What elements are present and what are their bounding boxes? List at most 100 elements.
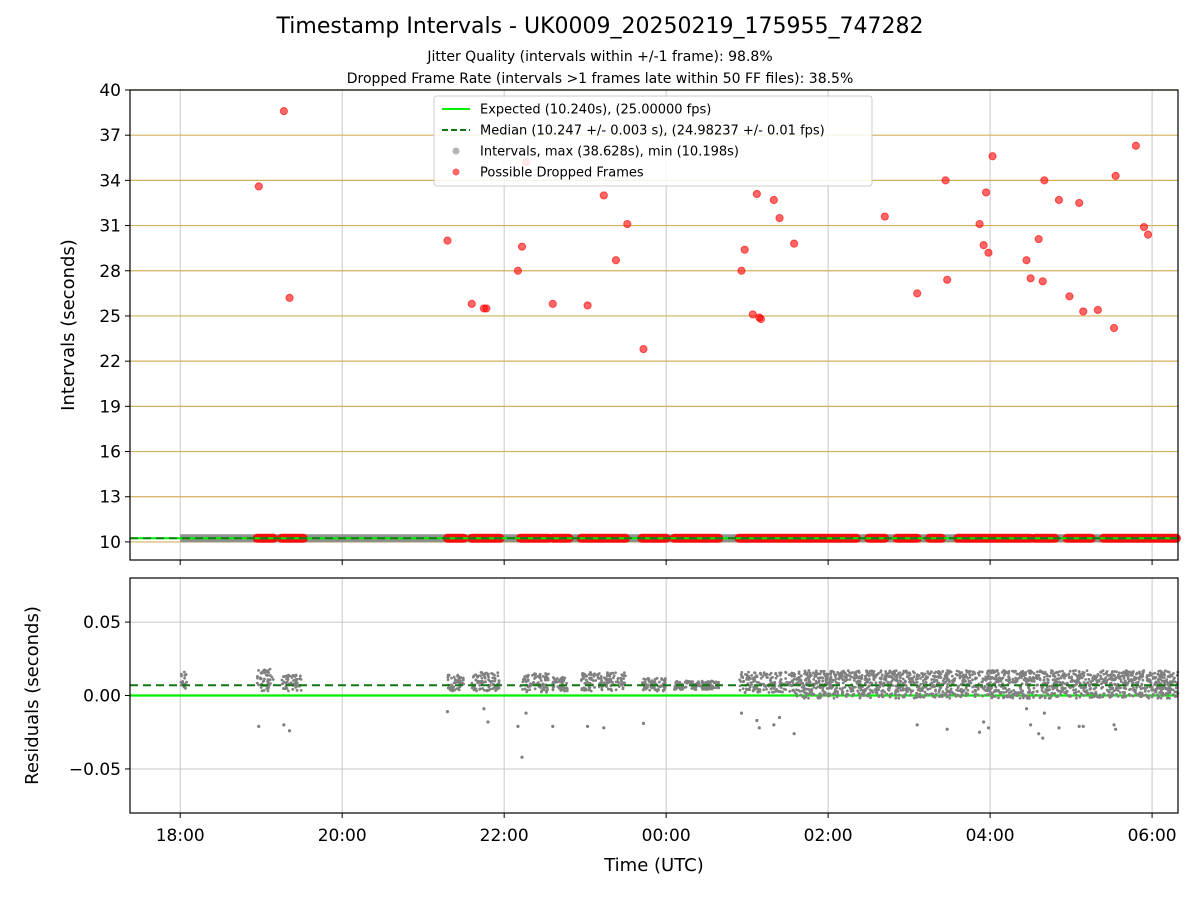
residual-point	[1082, 686, 1086, 690]
residual-point	[816, 681, 819, 685]
residual-point	[579, 679, 583, 682]
residual-point	[1144, 693, 1148, 697]
residual-point	[971, 678, 974, 682]
residual-point	[663, 680, 667, 683]
residual-point	[931, 692, 935, 696]
residual-point	[803, 669, 807, 673]
residual-point	[987, 674, 990, 677]
residual-outlier-point	[641, 721, 646, 726]
residual-point	[849, 687, 852, 691]
residual-point	[299, 688, 303, 692]
residual-point	[826, 675, 829, 679]
residual-point	[937, 676, 940, 679]
dropped-frame-point	[513, 266, 523, 275]
top-y-tick-label: 31	[99, 217, 121, 237]
residual-point	[805, 681, 809, 685]
residual-point	[908, 673, 912, 677]
residual-point	[841, 692, 844, 696]
residual-point	[996, 669, 999, 672]
residual-point	[181, 680, 185, 683]
residual-point	[1059, 676, 1063, 680]
dropped-frame-point	[517, 242, 527, 251]
residual-point	[1074, 669, 1077, 672]
residual-point	[494, 689, 497, 692]
residual-point	[925, 692, 929, 696]
residual-point	[935, 678, 939, 682]
residual-point	[884, 676, 888, 680]
residual-point	[602, 681, 606, 685]
residual-point	[622, 671, 626, 675]
residual-point	[1069, 694, 1073, 698]
residual-point	[298, 674, 302, 678]
residual-point	[546, 676, 550, 680]
residual-point	[989, 687, 993, 691]
residual-point	[837, 673, 841, 677]
residual-point	[840, 673, 844, 676]
residual-point	[1042, 678, 1046, 682]
residual-point	[1108, 673, 1111, 677]
residual-point	[949, 687, 953, 691]
residual-point	[472, 686, 476, 690]
residual-point	[986, 686, 990, 690]
residual-point	[879, 682, 883, 686]
residual-point	[479, 674, 482, 677]
residual-point	[1111, 686, 1115, 690]
residual-point	[1071, 685, 1075, 689]
residual-point	[762, 688, 766, 692]
residual-point	[868, 688, 872, 692]
top-y-tick-label: 28	[99, 262, 121, 282]
residual-point	[1165, 687, 1169, 691]
residual-point	[461, 681, 464, 685]
residual-point	[1055, 680, 1059, 684]
residual-point	[977, 673, 981, 677]
residual-point	[893, 671, 897, 675]
residual-point	[1156, 678, 1160, 681]
residual-point	[857, 671, 861, 674]
residual-point	[782, 687, 786, 691]
residual-point	[266, 669, 270, 673]
residual-point	[1014, 669, 1017, 673]
residual-point	[182, 670, 186, 674]
residual-point	[1020, 674, 1024, 678]
residual-point	[805, 671, 809, 675]
residual-point	[1032, 686, 1036, 690]
dropped-frame-point	[1079, 307, 1088, 316]
residual-point	[590, 673, 594, 677]
residual-point	[622, 674, 626, 677]
residual-point	[1171, 693, 1175, 697]
residual-point	[1101, 695, 1105, 699]
residual-point	[990, 692, 994, 696]
residual-point	[994, 685, 998, 689]
residual-point	[1023, 673, 1027, 677]
residual-point	[1121, 695, 1124, 699]
residual-point	[551, 688, 555, 692]
residual-point	[606, 671, 609, 675]
residual-point	[1028, 676, 1031, 680]
residual-point	[1061, 681, 1065, 685]
residual-point	[446, 678, 450, 682]
residual-point	[587, 687, 591, 691]
residual-point	[950, 679, 954, 683]
residual-point	[642, 677, 646, 681]
residual-point	[268, 674, 272, 677]
residual-point	[801, 686, 805, 690]
top-y-tick-label: 10	[99, 533, 121, 553]
residual-point	[529, 682, 532, 686]
residual-point	[789, 674, 793, 677]
residual-point	[999, 677, 1003, 680]
residual-point	[1089, 691, 1093, 695]
residual-point	[793, 674, 796, 678]
residual-point	[621, 687, 625, 691]
x-tick-label: 00:00	[642, 826, 691, 846]
residual-point	[859, 688, 863, 692]
residual-point	[1057, 673, 1060, 677]
residual-point	[992, 670, 996, 674]
residual-point	[1062, 674, 1065, 678]
residual-point	[497, 679, 501, 683]
residual-point	[829, 671, 833, 675]
residual-point	[837, 676, 841, 680]
residual-plot: 0.05 0.00 −0.05 18:00 20:00 22:00 00:00 02:00 04…	[22, 577, 1180, 876]
residual-point	[298, 677, 302, 681]
residual-point	[268, 667, 272, 671]
residual-point	[1156, 672, 1160, 676]
